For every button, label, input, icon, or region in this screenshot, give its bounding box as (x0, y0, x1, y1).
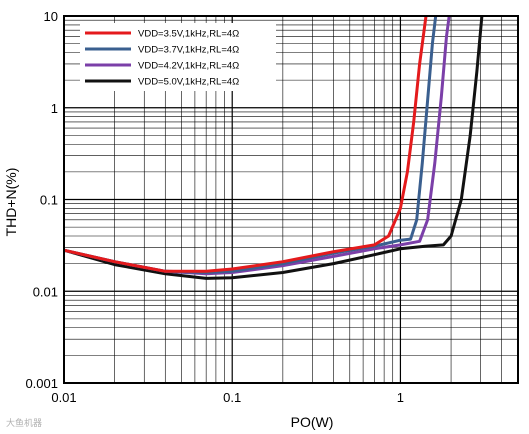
series-line-1 (64, 16, 428, 273)
x-tick-label: 0.01 (51, 390, 76, 405)
x-tick-label: 0.1 (223, 390, 241, 405)
y-tick-label: 0.001 (25, 376, 58, 391)
watermark-text: 大鱼机器 (6, 417, 42, 428)
plot-frame (63, 15, 519, 384)
y-tick-label: 0.01 (33, 284, 58, 299)
series-lines (64, 16, 484, 280)
y-axis-label: THD+N(%) (3, 168, 19, 237)
x-axis-label: PO(W) (291, 414, 334, 430)
x-tick-label: 1 (397, 390, 404, 405)
legend-label: VDD=5.0V,1kHz,RL=4Ω (138, 77, 239, 88)
legend: VDD=3.5V,1kHz,RL=4Ω VDD=3.7V,1kHz,RL=4Ω VD… (80, 23, 276, 91)
y-tick-label: 10 (44, 9, 58, 24)
x-tick-labels: 0.01 0.1 1 (51, 390, 404, 405)
legend-label: VDD=4.2V,1kHz,RL=4Ω (138, 61, 239, 72)
y-tick-labels: 10 1 0.1 0.01 0.001 (25, 9, 58, 391)
legend-label: VDD=3.7V,1kHz,RL=4Ω (138, 45, 239, 56)
y-tick-label: 1 (51, 101, 58, 116)
legend-label: VDD=3.5V,1kHz,RL=4Ω (138, 29, 239, 40)
y-tick-label: 0.1 (40, 193, 58, 208)
series-line-4 (64, 16, 484, 280)
